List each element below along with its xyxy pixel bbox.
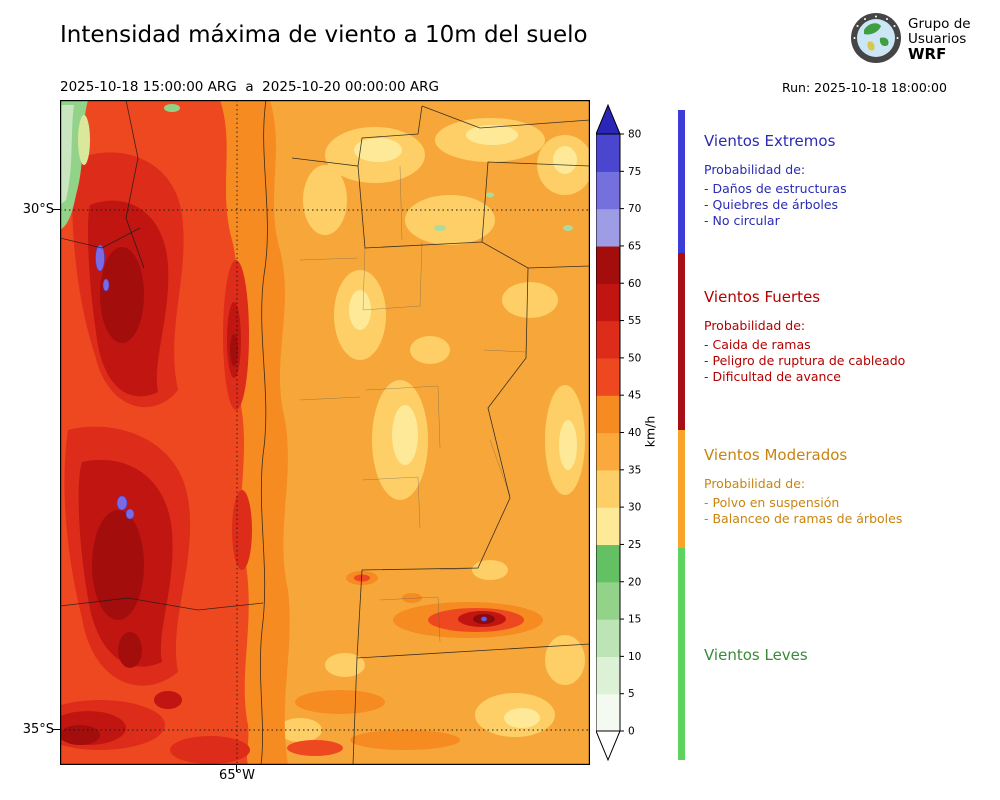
lon-label-65w: 65°W (219, 768, 255, 783)
legend-section-extremos: Vientos Extremos Probabilidad de: - Daño… (704, 132, 989, 229)
legend-item: - Balanceo de ramas de árboles (704, 511, 903, 526)
svg-text:65: 65 (628, 240, 641, 252)
legend-item: - Peligro de ruptura de cableado (704, 353, 906, 368)
legend-section-leves: Vientos Leves (704, 646, 989, 676)
legend-section-moderados: Vientos Moderados Probabilidad de: - Pol… (704, 446, 989, 527)
svg-text:45: 45 (628, 390, 641, 402)
logo-line-2: Usuarios (908, 31, 967, 47)
svg-text:30: 30 (628, 502, 641, 514)
run-label: Run: 2025-10-18 18:00:00 (782, 80, 947, 95)
legend-item: - Daños de estructuras (704, 181, 847, 196)
valid-period: 2025-10-18 15:00:00 ARG a 2025-10-20 00:… (60, 79, 439, 95)
legend-bar-extremos (678, 110, 685, 253)
svg-text:80: 80 (628, 129, 641, 141)
legend-title-fuertes: Vientos Fuertes (704, 288, 821, 306)
svg-text:35: 35 (628, 464, 641, 476)
legend-item: - Caida de ramas (704, 337, 811, 352)
wind-map (60, 100, 590, 765)
legend-item: - Quiebres de árboles (704, 197, 839, 212)
colorbar: 0 5 10 15 20 25 30 35 40 45 50 55 60 65 70 75 80 (596, 101, 666, 773)
svg-text:5: 5 (628, 688, 635, 700)
lat-label-35s: 35°S (22, 722, 54, 737)
legend-section-fuertes: Vientos Fuertes Probabilidad de: - Caida… (704, 288, 989, 385)
svg-text:0: 0 (628, 726, 635, 738)
legend-title-moderados: Vientos Moderados (704, 446, 848, 464)
legend-item: - Dificultad de avance (704, 369, 841, 384)
svg-text:60: 60 (628, 278, 641, 290)
legend-title-extremos: Vientos Extremos (704, 132, 836, 150)
logo-line-1: Grupo de (908, 16, 971, 32)
svg-text:40: 40 (628, 427, 641, 439)
legend-prob-moderados: Probabilidad de: (704, 476, 806, 491)
legend-title-leves: Vientos Leves (704, 646, 808, 664)
wrf-logo: Grupo de Usuarios WRF (850, 12, 1000, 68)
lat-label-30s: 30°S (22, 202, 54, 217)
colorbar-scale: 0 5 10 15 20 25 30 35 40 45 50 55 60 65 70 75 80 (596, 103, 641, 762)
legend-color-bar (678, 110, 685, 760)
svg-text:50: 50 (628, 352, 641, 364)
map-border (60, 100, 590, 765)
lat-tick-35s (53, 729, 60, 730)
svg-text:70: 70 (628, 203, 641, 215)
page-title: Intensidad máxima de viento a 10m del su… (60, 22, 588, 48)
legend-prob-fuertes: Probabilidad de: (704, 318, 806, 333)
logo-line-3: WRF (908, 45, 947, 63)
svg-text:75: 75 (628, 166, 641, 178)
legend-item: - No circular (704, 213, 780, 228)
legend-bar-moderados (678, 430, 685, 548)
legend-prob-extremos: Probabilidad de: (704, 162, 806, 177)
logo-text: Grupo de Usuarios WRF (908, 17, 971, 63)
colorbar-unit: km/h (642, 415, 658, 448)
legend-bar-leves (678, 548, 685, 760)
wind-map-canvas (60, 100, 590, 765)
legend-item: - Polvo en suspensión (704, 495, 840, 510)
legend-bar-fuertes (678, 253, 685, 430)
globe-icon (850, 12, 902, 68)
svg-text:25: 25 (628, 539, 641, 551)
svg-text:55: 55 (628, 315, 641, 327)
svg-text:20: 20 (628, 576, 641, 588)
lon-tick-65w (236, 765, 237, 772)
svg-text:15: 15 (628, 614, 641, 626)
svg-text:10: 10 (628, 651, 641, 663)
lat-tick-30s (53, 209, 60, 210)
